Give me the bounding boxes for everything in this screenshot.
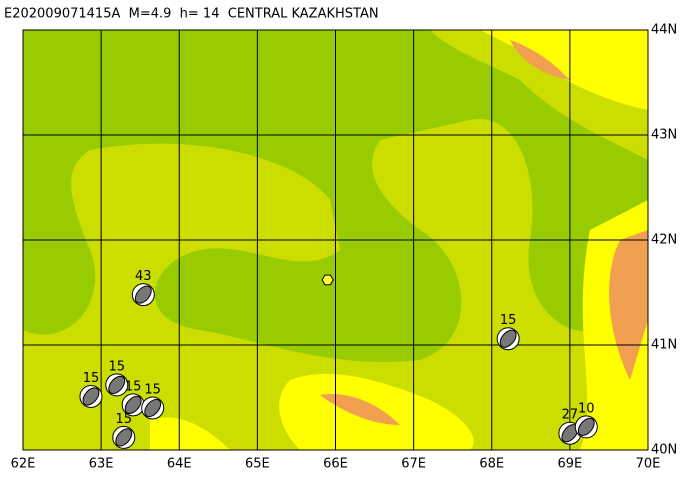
x-tick-label: 67E	[401, 457, 426, 472]
y-tick-label: 40N	[651, 443, 677, 458]
depth-label: 27	[562, 408, 579, 423]
depth-label: 15	[116, 412, 133, 427]
beachball-compression	[82, 387, 100, 406]
x-tick-label: 68E	[479, 457, 504, 472]
beachball-compression	[124, 395, 142, 414]
y-tick-label: 41N	[651, 338, 677, 353]
x-tick-label: 69E	[557, 457, 582, 472]
beachball-compression	[577, 417, 595, 436]
x-tick-label: 66E	[323, 457, 348, 472]
beachball-compression	[115, 428, 133, 447]
depth-label: 15	[83, 371, 100, 386]
x-tick-label: 62E	[11, 457, 36, 472]
y-tick-label: 42N	[651, 233, 677, 248]
x-tick-label: 64E	[167, 457, 192, 472]
depth-label: 15	[125, 379, 142, 394]
beachball-compression	[144, 398, 162, 418]
depth-label: 15	[500, 313, 517, 328]
y-tick-label: 43N	[651, 128, 677, 143]
y-tick-label: 44N	[651, 23, 677, 38]
depth-label: 10	[578, 401, 595, 416]
depth-label: 43	[135, 269, 152, 284]
epicenter	[321, 274, 334, 286]
x-tick-label: 65E	[245, 457, 270, 472]
depth-label: 15	[144, 383, 161, 398]
depth-label: 15	[108, 359, 125, 374]
x-tick-label: 70E	[636, 457, 661, 472]
x-tick-label: 63E	[89, 457, 114, 472]
beachball-compression	[499, 329, 517, 348]
beachball-compression	[134, 285, 152, 304]
map-title: E202009071415A M=4.9 h= 14 CENTRAL KAZAK…	[4, 7, 379, 22]
beachball-compression	[108, 375, 126, 394]
